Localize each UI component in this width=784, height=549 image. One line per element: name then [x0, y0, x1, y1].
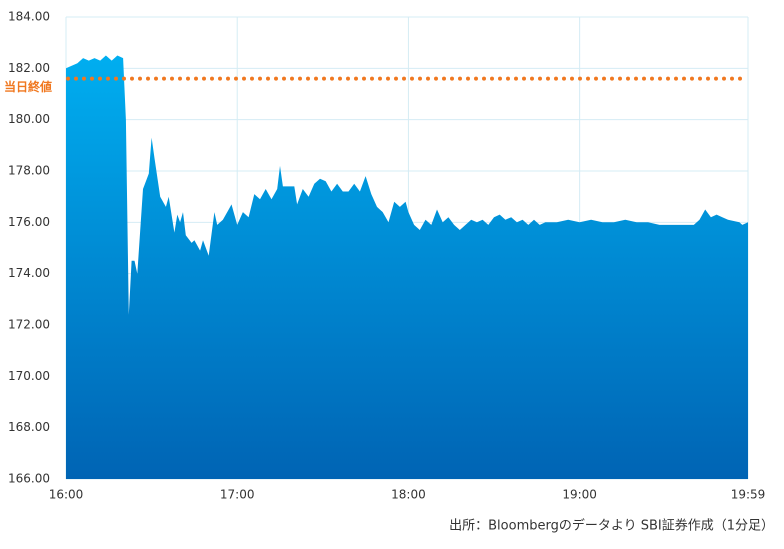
y-tick-label: 182.00	[8, 61, 50, 75]
x-tick-label: 18:00	[391, 488, 426, 502]
x-tick-label: 17:00	[220, 488, 255, 502]
y-tick-label: 180.00	[8, 112, 50, 126]
y-tick-label: 170.00	[8, 369, 50, 383]
y-tick-label: 176.00	[8, 215, 50, 229]
reference-label: 当日終値	[4, 79, 52, 94]
x-tick-label: 16:00	[49, 488, 84, 502]
price-area	[66, 55, 748, 479]
y-tick-label: 172.00	[8, 318, 50, 332]
x-tick-label: 19:00	[562, 488, 597, 502]
y-tick-label: 174.00	[8, 266, 50, 280]
source-note: 出所：Bloombergのデータより SBI証券作成（1分足）	[449, 518, 774, 534]
x-tick-label: 19:59	[731, 488, 766, 502]
y-tick-label: 166.00	[8, 472, 50, 486]
y-tick-label: 168.00	[8, 420, 50, 434]
y-tick-label: 184.00	[8, 10, 50, 24]
y-tick-label: 178.00	[8, 164, 50, 178]
